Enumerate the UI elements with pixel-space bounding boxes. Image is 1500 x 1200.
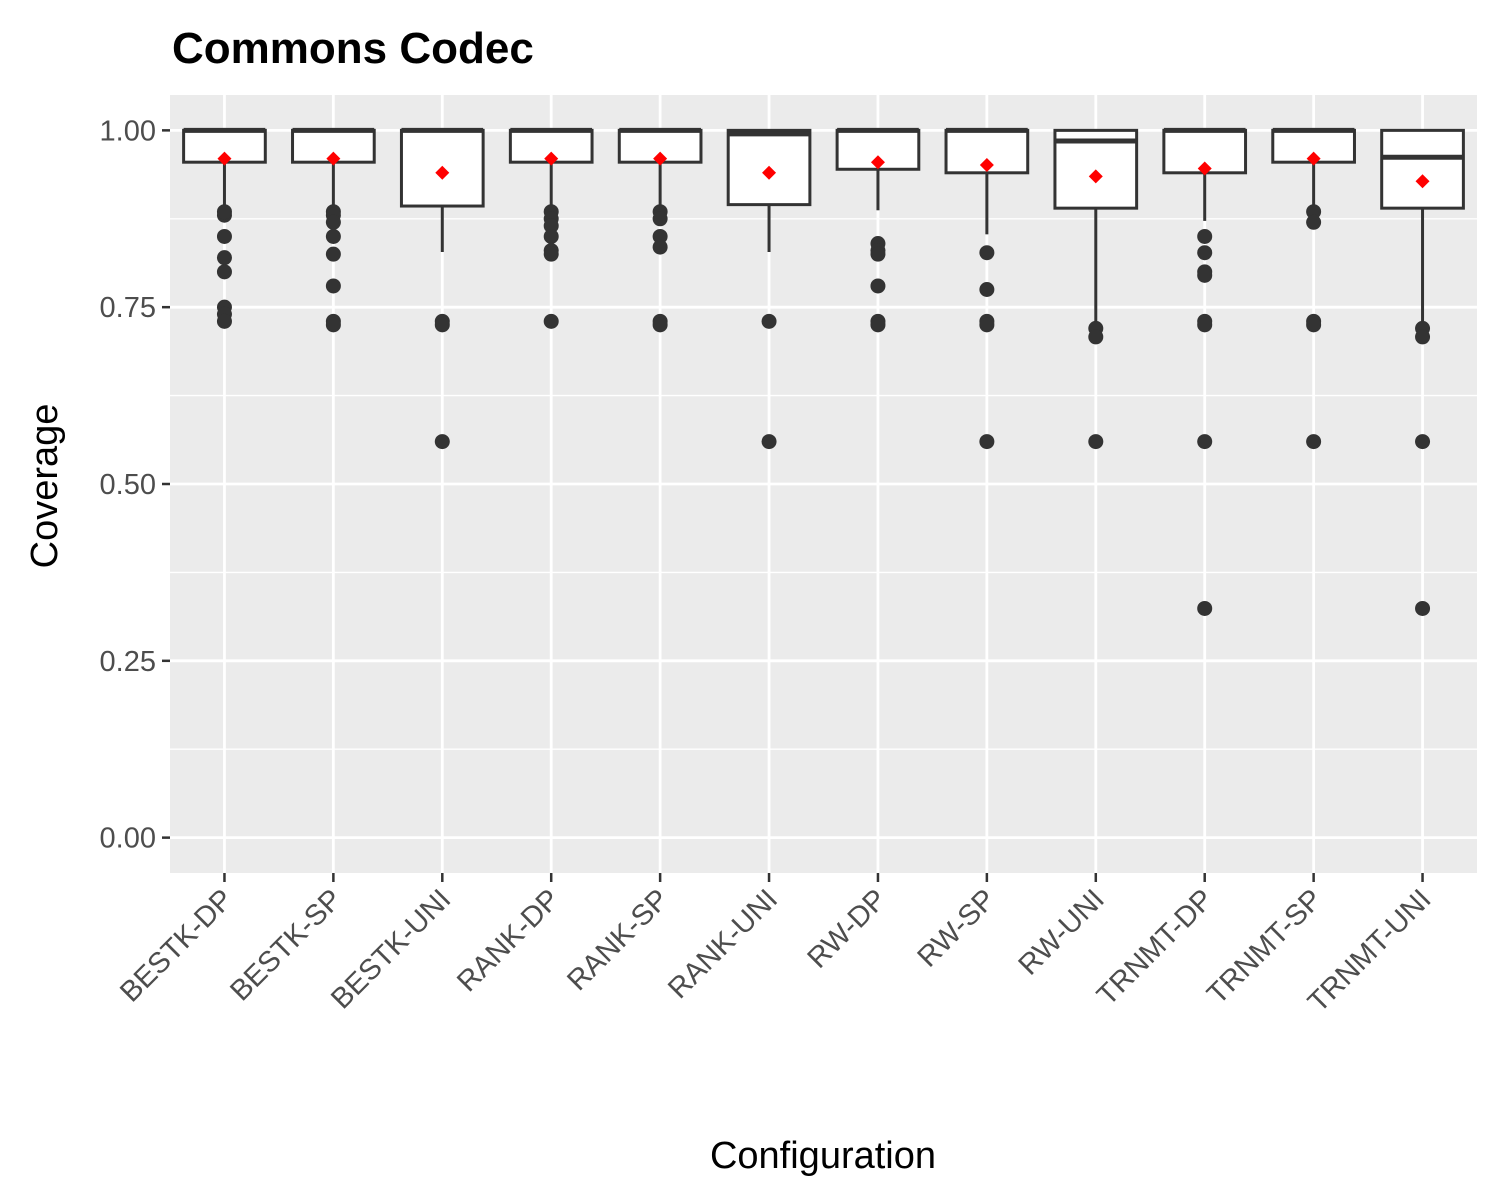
mean-marker	[870, 155, 885, 170]
outlier-point	[979, 282, 995, 297]
box	[1380, 128, 1465, 210]
outlier-point	[325, 228, 341, 244]
x-tick-label: TRNMT-DP	[1091, 883, 1220, 1012]
outlier-point	[216, 264, 232, 280]
outlier-point	[979, 317, 995, 333]
outlier-point	[652, 211, 668, 227]
box-group	[399, 127, 485, 450]
mean-marker	[1088, 169, 1103, 184]
x-tick-label: RANK-SP	[561, 883, 675, 997]
x-axis-title: Configuration	[710, 1135, 936, 1177]
outlier-point	[434, 434, 450, 450]
outlier-point	[1306, 204, 1322, 220]
mean-marker	[653, 151, 668, 166]
outlier-point	[216, 313, 232, 329]
y-tick-label: 1.00	[100, 115, 156, 147]
x-axis: BESTK-DPBESTK-SPBESTK-UNIRANK-DPRANK-SPR…	[114, 873, 1437, 1019]
outlier-point	[979, 245, 995, 261]
mean-marker	[1415, 174, 1430, 189]
box-group	[835, 127, 921, 333]
y-tick-label: 0.75	[100, 292, 156, 324]
outlier-point	[216, 250, 232, 266]
chart-title: Commons Codec	[172, 24, 534, 73]
box-group	[1053, 128, 1139, 450]
outlier-point	[1197, 600, 1213, 616]
outlier-point	[325, 317, 341, 333]
outlier-point	[434, 317, 450, 333]
outlier-point	[543, 313, 559, 329]
outlier-point	[1197, 245, 1213, 261]
outlier-point	[216, 228, 232, 244]
outlier-point	[652, 239, 668, 255]
box-group	[1380, 128, 1465, 616]
y-axis-title: Coverage	[24, 404, 66, 569]
x-tick-label: RW-SP	[912, 883, 1002, 973]
outlier-point	[652, 317, 668, 333]
outlier-point	[543, 246, 559, 262]
outlier-point	[543, 218, 559, 234]
outlier-point	[870, 246, 886, 262]
y-tick-label: 0.00	[100, 823, 156, 855]
outlier-point	[325, 278, 341, 294]
outlier-point	[870, 278, 886, 294]
outlier-point	[979, 434, 995, 450]
outlier-point	[325, 246, 341, 262]
outlier-point	[1197, 317, 1213, 333]
mean-marker	[762, 165, 777, 180]
outlier-point	[1197, 267, 1213, 283]
outlier-point	[1088, 434, 1104, 450]
y-axis: 0.00 0.25 0.50 0.75 1.00	[100, 115, 170, 855]
outlier-point	[1088, 329, 1104, 345]
outlier-point	[543, 228, 559, 244]
box-group	[291, 127, 376, 333]
y-tick-label: 0.50	[100, 469, 156, 501]
outlier-point	[870, 317, 886, 333]
outlier-point	[1306, 317, 1322, 333]
mean-marker	[217, 151, 232, 166]
x-tick-label: BESTK-DP	[114, 883, 239, 1008]
mean-marker	[979, 158, 994, 173]
box-group	[726, 128, 812, 450]
outlier-point	[325, 214, 341, 230]
box-group	[944, 127, 1030, 450]
mean-marker	[1197, 161, 1212, 176]
y-tick-label: 0.25	[100, 646, 156, 678]
x-tick-label: RANK-UNI	[662, 883, 784, 1005]
box-group	[617, 127, 703, 333]
x-tick-label: RW-UNI	[1013, 883, 1111, 981]
grid-lines	[170, 95, 1477, 873]
outlier-point	[1306, 214, 1322, 230]
box-group	[1271, 127, 1356, 450]
x-tick-label: RANK-DP	[451, 883, 566, 998]
outlier-point	[761, 434, 777, 450]
box-group	[182, 127, 267, 329]
outlier-point	[1197, 434, 1213, 450]
box-group	[508, 127, 594, 329]
mean-marker	[544, 151, 559, 166]
mean-marker	[435, 165, 450, 180]
outlier-point	[1197, 228, 1213, 244]
outlier-point	[652, 228, 668, 244]
outlier-point	[216, 204, 232, 220]
mean-marker	[326, 151, 341, 166]
box-series	[182, 127, 1465, 616]
outlier-point	[1415, 329, 1431, 345]
outlier-point	[1415, 434, 1431, 450]
mean-marker	[1306, 151, 1321, 166]
x-tick-label: RW-DP	[802, 883, 893, 974]
outlier-point	[1306, 434, 1322, 450]
outlier-point	[761, 313, 777, 329]
outlier-point	[1415, 600, 1431, 616]
box-group	[1162, 127, 1248, 616]
